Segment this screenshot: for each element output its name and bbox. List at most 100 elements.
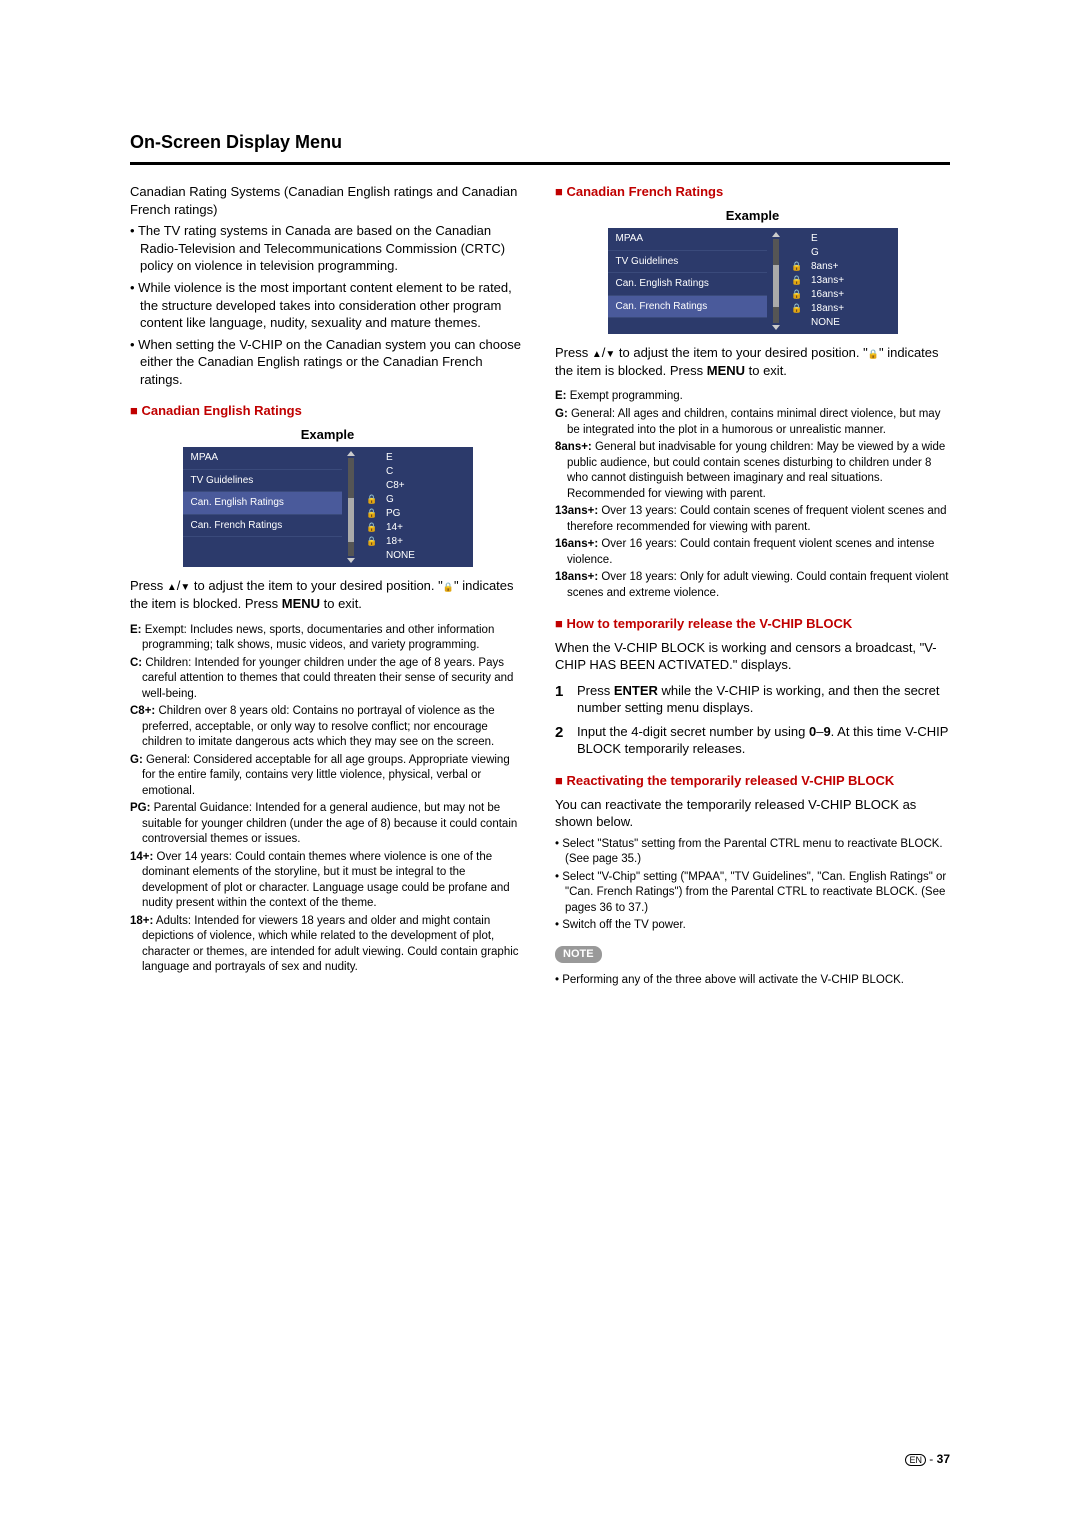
instruction: Press / to adjust the item to your desir… (130, 577, 525, 612)
scroll-down-icon[interactable] (347, 558, 355, 563)
lock-col (364, 451, 380, 563)
step-num: 1 (555, 682, 569, 717)
columns: Canadian Rating Systems (Canadian Englis… (130, 183, 950, 994)
rating-opt[interactable]: E (805, 232, 898, 246)
rating-opt[interactable]: E (380, 451, 473, 465)
rating-opt[interactable]: 18+ (380, 535, 473, 549)
page-number: EN - 37 (905, 1451, 950, 1467)
lock-icon (789, 302, 805, 316)
lock-icon (868, 345, 879, 360)
ratings-box-english: MPAA TV Guidelines Can. English Ratings … (183, 447, 473, 567)
rating-opt[interactable]: PG (380, 507, 473, 521)
intro-bullet: The TV rating systems in Canada are base… (130, 222, 525, 275)
def: C: Children: Intended for younger childr… (130, 656, 525, 703)
def: 18+: Adults: Intended for viewers 18 yea… (130, 914, 525, 976)
scroll-track[interactable] (348, 458, 354, 556)
up-arrow-icon (592, 345, 602, 360)
scrollbar[interactable] (767, 232, 785, 330)
bullet: Select "Status" setting from the Parenta… (555, 837, 950, 868)
lock-icon (789, 288, 805, 302)
def: 8ans+: General but inadvisable for young… (555, 440, 950, 502)
up-arrow-icon (167, 578, 177, 593)
definitions: E: Exempt: Includes news, sports, docume… (130, 623, 525, 976)
lock-icon (364, 521, 380, 535)
rating-opt[interactable]: G (380, 493, 473, 507)
menu-item[interactable]: MPAA (608, 228, 768, 251)
heading-can-french: Canadian French Ratings (555, 183, 950, 201)
rating-opt[interactable]: C (380, 465, 473, 479)
intro-bullets: The TV rating systems in Canada are base… (130, 222, 525, 388)
steps: 1 Press ENTER while the V-CHIP is workin… (555, 682, 950, 758)
t: to adjust the item to your desired posit… (615, 345, 867, 360)
rating-opt[interactable]: 13ans+ (805, 274, 898, 288)
def: G: General: All ages and children, conta… (555, 407, 950, 438)
page-num-value: 37 (937, 1452, 950, 1466)
def: 18ans+: Over 18 years: Only for adult vi… (555, 570, 950, 601)
def: PG: Parental Guidance: Intended for a ge… (130, 801, 525, 848)
heading-reactivate: Reactivating the temporarily released V-… (555, 772, 950, 790)
menu-item[interactable]: TV Guidelines (608, 251, 768, 274)
scroll-down-icon[interactable] (772, 325, 780, 330)
scroll-up-icon[interactable] (347, 451, 355, 456)
menu-key: MENU (707, 363, 745, 378)
step-num: 2 (555, 723, 569, 758)
menu-item-selected[interactable]: Can. French Ratings (608, 296, 768, 319)
menu-item[interactable]: Can. English Ratings (608, 273, 768, 296)
lock-icon (789, 260, 805, 274)
def: C8+: Children over 8 years old: Contains… (130, 704, 525, 751)
example-label: Example (130, 426, 525, 444)
scroll-thumb[interactable] (348, 498, 354, 542)
down-arrow-icon (605, 345, 615, 360)
scroll-up-icon[interactable] (772, 232, 780, 237)
lock-icon (364, 535, 380, 549)
note-badge: NOTE (555, 946, 602, 963)
def: E: Exempt: Includes news, sports, docume… (130, 623, 525, 654)
menu-left: MPAA TV Guidelines Can. English Ratings … (183, 447, 343, 567)
lock-col (789, 232, 805, 330)
hr (130, 162, 950, 165)
options-col: E C C8+ G PG 14+ 18+ NONE (380, 451, 473, 563)
rating-opt[interactable]: C8+ (380, 479, 473, 493)
rating-opt[interactable]: 14+ (380, 521, 473, 535)
ratings-box-french: MPAA TV Guidelines Can. English Ratings … (608, 228, 898, 334)
definitions: E: Exempt programming. G: General: All a… (555, 389, 950, 601)
scroll-thumb[interactable] (773, 265, 779, 307)
down-arrow-icon (180, 578, 190, 593)
heading-release: How to temporarily release the V-CHIP BL… (555, 615, 950, 633)
intro-bullet: While violence is the most important con… (130, 279, 525, 332)
scrollbar[interactable] (342, 451, 360, 563)
lock-icon (364, 493, 380, 507)
step-text: Input the 4-digit secret number by using… (577, 723, 950, 758)
rating-opt[interactable]: 8ans+ (805, 260, 898, 274)
menu-right: E G 8ans+ 13ans+ 16ans+ 18ans+ NONE (767, 228, 898, 334)
page-title: On-Screen Display Menu (130, 130, 950, 154)
reactivate-bullets: Select "Status" setting from the Parenta… (555, 837, 950, 934)
scroll-track[interactable] (773, 239, 779, 323)
rating-opt[interactable]: NONE (380, 549, 473, 563)
menu-item-selected[interactable]: Can. English Ratings (183, 492, 343, 515)
bullet: Switch off the TV power. (555, 918, 950, 934)
lock-icon (789, 274, 805, 288)
example-label: Example (555, 207, 950, 225)
rating-opt[interactable]: 16ans+ (805, 288, 898, 302)
menu-right: E C C8+ G PG 14+ 18+ NONE (342, 447, 473, 567)
intro-bullet: When setting the V-CHIP on the Canadian … (130, 336, 525, 389)
def: G: General: Considered acceptable for al… (130, 753, 525, 800)
intro-title: Canadian Rating Systems (Canadian Englis… (130, 183, 525, 218)
step: 1 Press ENTER while the V-CHIP is workin… (555, 682, 950, 717)
menu-key: MENU (282, 596, 320, 611)
menu-item[interactable]: Can. French Ratings (183, 515, 343, 538)
rating-opt[interactable]: NONE (805, 316, 898, 330)
right-column: Canadian French Ratings Example MPAA TV … (555, 183, 950, 994)
rating-opt[interactable]: G (805, 246, 898, 260)
def: 16ans+: Over 16 years: Could contain fre… (555, 537, 950, 568)
menu-item[interactable]: TV Guidelines (183, 470, 343, 493)
menu-item[interactable]: MPAA (183, 447, 343, 470)
rating-opt[interactable]: 18ans+ (805, 302, 898, 316)
lock-icon (443, 578, 454, 593)
note-bullets: Performing any of the three above will a… (555, 973, 950, 989)
menu-left: MPAA TV Guidelines Can. English Ratings … (608, 228, 768, 334)
reactivate-intro: You can reactivate the temporarily relea… (555, 796, 950, 831)
def: 14+: Over 14 years: Could contain themes… (130, 850, 525, 912)
heading-can-english: Canadian English Ratings (130, 402, 525, 420)
